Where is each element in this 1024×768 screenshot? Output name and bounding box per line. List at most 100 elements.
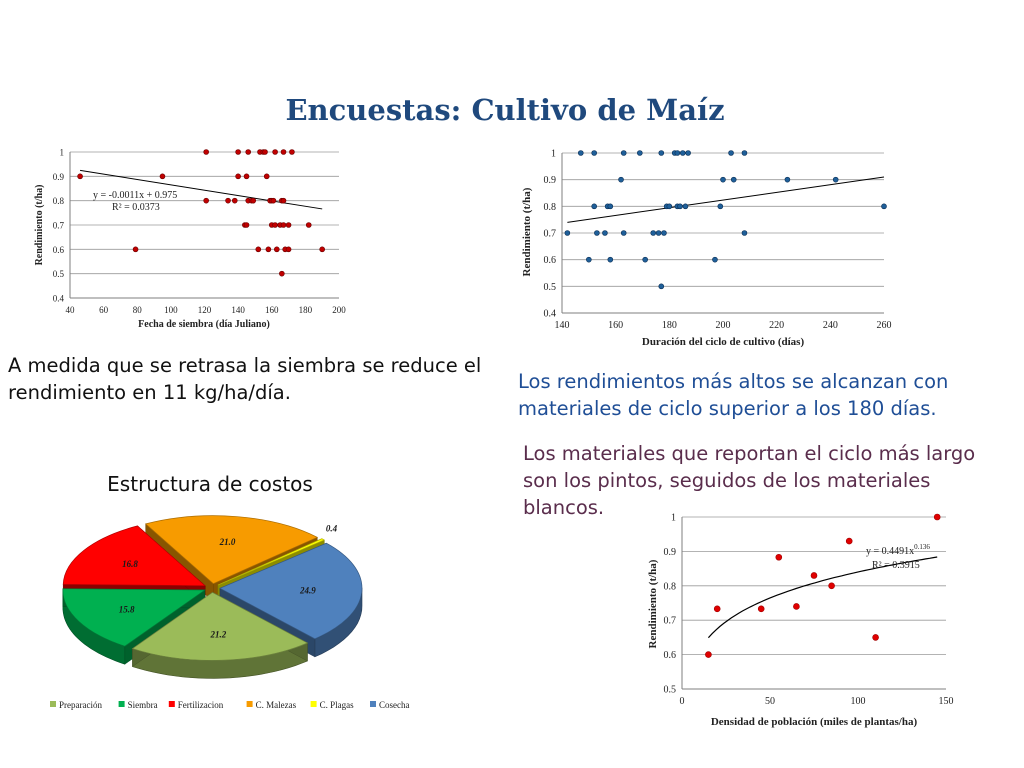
x-tick-label: 140 — [555, 320, 570, 331]
data-point — [285, 246, 292, 253]
data-point — [586, 256, 592, 263]
y-tick-label: 0.8 — [53, 196, 65, 206]
y-tick-label: 1 — [671, 513, 676, 524]
y-tick-label: 0.5 — [664, 685, 677, 696]
sowing-chart-xlabel: Fecha de siembra (día Juliano) — [138, 319, 270, 330]
data-point — [203, 149, 209, 155]
data-point — [679, 150, 686, 156]
data-point — [245, 149, 252, 155]
data-point — [618, 176, 624, 183]
x-tick-label: 100 — [164, 305, 178, 315]
sowing-chart-r2: R² = 0.0373 — [112, 202, 160, 213]
data-point — [717, 203, 724, 210]
data-point — [225, 197, 231, 204]
data-point — [685, 150, 691, 156]
data-point — [872, 634, 879, 641]
legend-item: Fertilizacion — [168, 700, 224, 710]
data-point — [77, 173, 83, 180]
data-point — [319, 246, 325, 253]
data-point — [235, 149, 241, 155]
data-point — [845, 537, 853, 545]
data-point — [705, 651, 712, 658]
data-point — [677, 203, 683, 210]
density-chart-r2: R² = 0.3915 — [872, 560, 920, 571]
x-tick-label: 40 — [66, 305, 76, 315]
data-point — [793, 603, 800, 610]
data-point — [682, 203, 689, 210]
y-tick-label: 0.6 — [53, 245, 65, 255]
data-point — [720, 176, 726, 183]
data-point — [741, 230, 748, 236]
data-point — [674, 150, 681, 156]
svg-text:Fertilizacion: Fertilizacion — [178, 700, 224, 710]
cost-structure-title: Estructura de costos — [107, 472, 313, 496]
y-tick-label: 0.7 — [664, 616, 677, 627]
y-tick-label: 0.6 — [544, 255, 557, 266]
data-point — [607, 203, 614, 210]
pie-data-label: 24.9 — [299, 586, 316, 596]
data-point — [933, 513, 941, 521]
y-tick-label: 0.5 — [53, 269, 65, 279]
y-tick-label: 0.5 — [544, 282, 557, 293]
y-tick-label: 0.9 — [664, 547, 677, 558]
data-point — [713, 605, 721, 613]
y-tick-label: 0.9 — [53, 172, 65, 182]
sowing-chart-equation: y = -0.0011x + 0.975 — [93, 190, 177, 201]
data-point — [810, 572, 818, 579]
trendline — [567, 176, 885, 223]
data-point — [784, 176, 791, 183]
data-point — [262, 149, 268, 155]
pie-data-label: 15.8 — [119, 604, 135, 614]
data-point — [255, 246, 262, 253]
x-tick-label: 180 — [299, 305, 313, 315]
x-tick-label: 140 — [231, 305, 245, 315]
y-tick-label: 0.8 — [664, 581, 677, 592]
density-chart-xlabel: Densidad de población (miles de plantas/… — [711, 716, 918, 728]
data-point — [730, 176, 737, 183]
x-tick-label: 100 — [851, 696, 866, 707]
x-tick-label: 200 — [332, 305, 346, 315]
data-point — [591, 203, 598, 210]
data-point — [289, 149, 295, 155]
data-point — [280, 149, 287, 155]
density-chart-ylabel: Rendimiento (t/ha) — [647, 559, 659, 648]
x-tick-label: 60 — [99, 305, 109, 315]
y-tick-label: 1 — [60, 148, 65, 158]
pie-data-label: 0.4 — [326, 524, 338, 534]
data-point — [285, 222, 292, 228]
data-point — [602, 230, 608, 236]
pie-data-label: 21.2 — [210, 629, 227, 639]
legend-item: Cosecha — [370, 700, 410, 710]
data-point — [828, 582, 835, 590]
sowing-chart-ylabel: Rendimiento (t/ha) — [34, 185, 45, 266]
y-tick-label: 0.4 — [53, 294, 65, 304]
x-tick-label: 150 — [939, 696, 954, 707]
data-point — [658, 283, 665, 290]
x-tick-label: 160 — [265, 305, 279, 315]
data-point — [591, 150, 598, 156]
x-tick-label: 50 — [765, 696, 775, 707]
y-tick-label: 1 — [551, 149, 556, 160]
data-point — [272, 149, 278, 155]
sowing-caption: A medida que se retrasa la siembra se re… — [8, 354, 482, 404]
data-point — [270, 197, 277, 204]
cycle-chart-xlabel: Duración del ciclo de cultivo (días) — [642, 336, 805, 348]
data-point — [650, 230, 657, 236]
legend-item: Siembra — [118, 700, 158, 710]
x-tick-label: 0 — [680, 696, 685, 707]
data-point — [655, 230, 662, 236]
svg-text:Cosecha: Cosecha — [379, 700, 410, 710]
y-tick-label: 0.7 — [544, 229, 557, 240]
data-point — [564, 230, 571, 236]
y-tick-label: 0.6 — [664, 650, 677, 661]
x-tick-label: 180 — [662, 320, 677, 331]
data-point — [159, 173, 166, 180]
legend-item: C. Plagas — [310, 700, 354, 710]
cycle-chart-ylabel: Rendimiento (t/ha) — [521, 187, 533, 276]
svg-text:Preparación: Preparación — [59, 700, 102, 710]
data-point — [263, 173, 270, 180]
svg-text:Siembra: Siembra — [128, 700, 158, 710]
